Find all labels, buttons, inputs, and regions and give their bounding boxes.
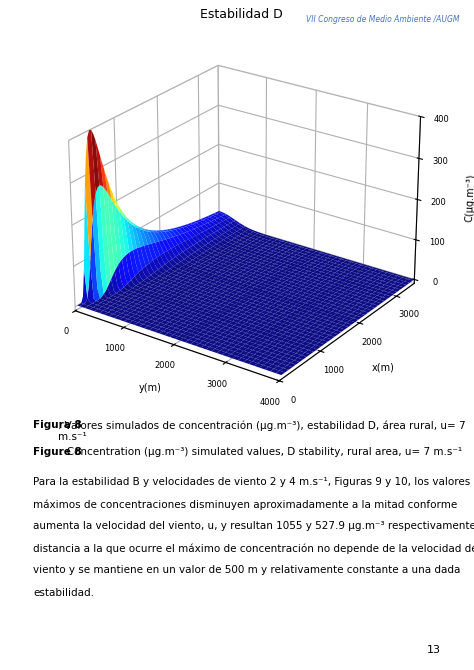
Text: . Concentration (μg.m⁻³) simulated values, D stability, rural area, u= 7 m.s⁻¹: . Concentration (μg.m⁻³) simulated value… [60,447,462,457]
Text: máximos de concentraciones disminuyen aproximadamente a la mitad conforme: máximos de concentraciones disminuyen ap… [33,499,457,510]
Text: 13: 13 [427,645,441,655]
Text: distancia a la que ocurre el máximo de concentración no depende de la velocidad : distancia a la que ocurre el máximo de c… [33,543,474,554]
Text: Figure 8: Figure 8 [33,447,82,457]
Text: . Valores simulados de concentración (μg.m⁻³), estabilidad D, área rural, u= 7
m: . Valores simulados de concentración (μg… [58,420,466,442]
Text: VII Congreso de Medio Ambiente /AUGM: VII Congreso de Medio Ambiente /AUGM [306,15,460,24]
Text: aumenta la velocidad del viento, u, y resultan 1055 y 527.9 μg.m⁻³ respectivamen: aumenta la velocidad del viento, u, y re… [33,521,474,531]
Text: Para la estabilidad B y velocidades de viento 2 y 4 m.s⁻¹, Figuras 9 y 10, los v: Para la estabilidad B y velocidades de v… [33,477,470,487]
Text: Figura 8: Figura 8 [33,420,82,430]
Text: viento y se mantiene en un valor de 500 m y relativamente constante a una dada: viento y se mantiene en un valor de 500 … [33,565,461,576]
Text: estabilidad.: estabilidad. [33,588,94,598]
X-axis label: y(m): y(m) [138,383,162,393]
Y-axis label: x(m): x(m) [372,362,394,373]
Title: Estabilidad D: Estabilidad D [201,9,283,21]
